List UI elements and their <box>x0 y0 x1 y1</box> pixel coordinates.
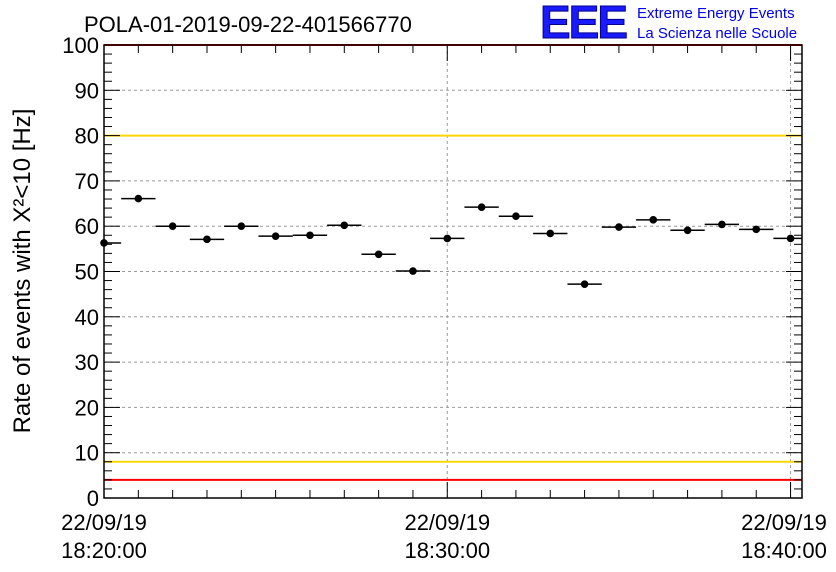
y-tick-labels: 0 10 20 30 40 50 60 70 80 90 100 <box>62 33 99 511</box>
y-axis-title: Rate of events with X²<10 [Hz] <box>9 109 36 434</box>
eee-logo: EEE Extreme Energy Events La Scienza nel… <box>540 0 798 49</box>
data-points <box>100 194 802 288</box>
y-tick-label: 30 <box>75 350 99 375</box>
data-point <box>443 234 452 243</box>
y-tick-label: 70 <box>75 169 99 194</box>
data-point <box>649 216 658 224</box>
data-point <box>580 280 589 288</box>
data-point <box>340 221 349 230</box>
y-tick-label: 80 <box>75 124 99 149</box>
y-tick-label: 0 <box>87 486 99 511</box>
data-point <box>374 250 383 259</box>
x-tick-labels: 22/09/19 18:20:00 22/09/19 18:30:00 22/09/19… <box>61 510 827 563</box>
data-point <box>546 229 555 238</box>
x-tick-label-date: 22/09/19 <box>61 510 147 535</box>
x-tick-label-date: 22/09/19 <box>404 510 490 535</box>
data-point <box>752 225 761 234</box>
y-tick-label: 50 <box>75 260 99 285</box>
x-tick-label-time: 18:30:00 <box>404 538 490 563</box>
data-point <box>203 235 211 244</box>
data-point <box>512 212 520 221</box>
axis-ticks <box>103 44 802 499</box>
logo-letters: EEE <box>540 0 626 48</box>
y-tick-label: 90 <box>75 78 99 103</box>
data-point <box>271 232 280 240</box>
data-point <box>786 234 795 243</box>
data-point <box>237 222 246 230</box>
data-point <box>306 231 314 240</box>
data-point <box>683 226 692 235</box>
data-point <box>477 203 486 211</box>
data-point <box>168 222 177 230</box>
data-point <box>100 239 108 247</box>
x-tick-label-time: 18:20:00 <box>61 538 147 563</box>
data-point <box>718 220 726 229</box>
data-point <box>134 194 143 203</box>
x-tick-label-date: 22/09/19 <box>741 510 827 535</box>
y-tick-label: 40 <box>75 305 99 330</box>
grid-lines <box>104 45 802 498</box>
y-tick-label: 20 <box>75 395 99 420</box>
chart-title: POLA-01-2019-09-22-401566770 <box>84 12 412 37</box>
threshold-lines <box>104 44 802 481</box>
data-point <box>409 267 417 275</box>
logo-line-1: Extreme Energy Events <box>637 5 795 22</box>
y-tick-label: 100 <box>62 33 99 58</box>
x-tick-label-time: 18:40:00 <box>741 538 827 563</box>
data-point <box>615 223 623 231</box>
y-tick-label: 60 <box>75 214 99 239</box>
y-tick-label: 10 <box>75 441 99 466</box>
logo-line-2: La Scienza nelle Scuole <box>637 25 797 42</box>
